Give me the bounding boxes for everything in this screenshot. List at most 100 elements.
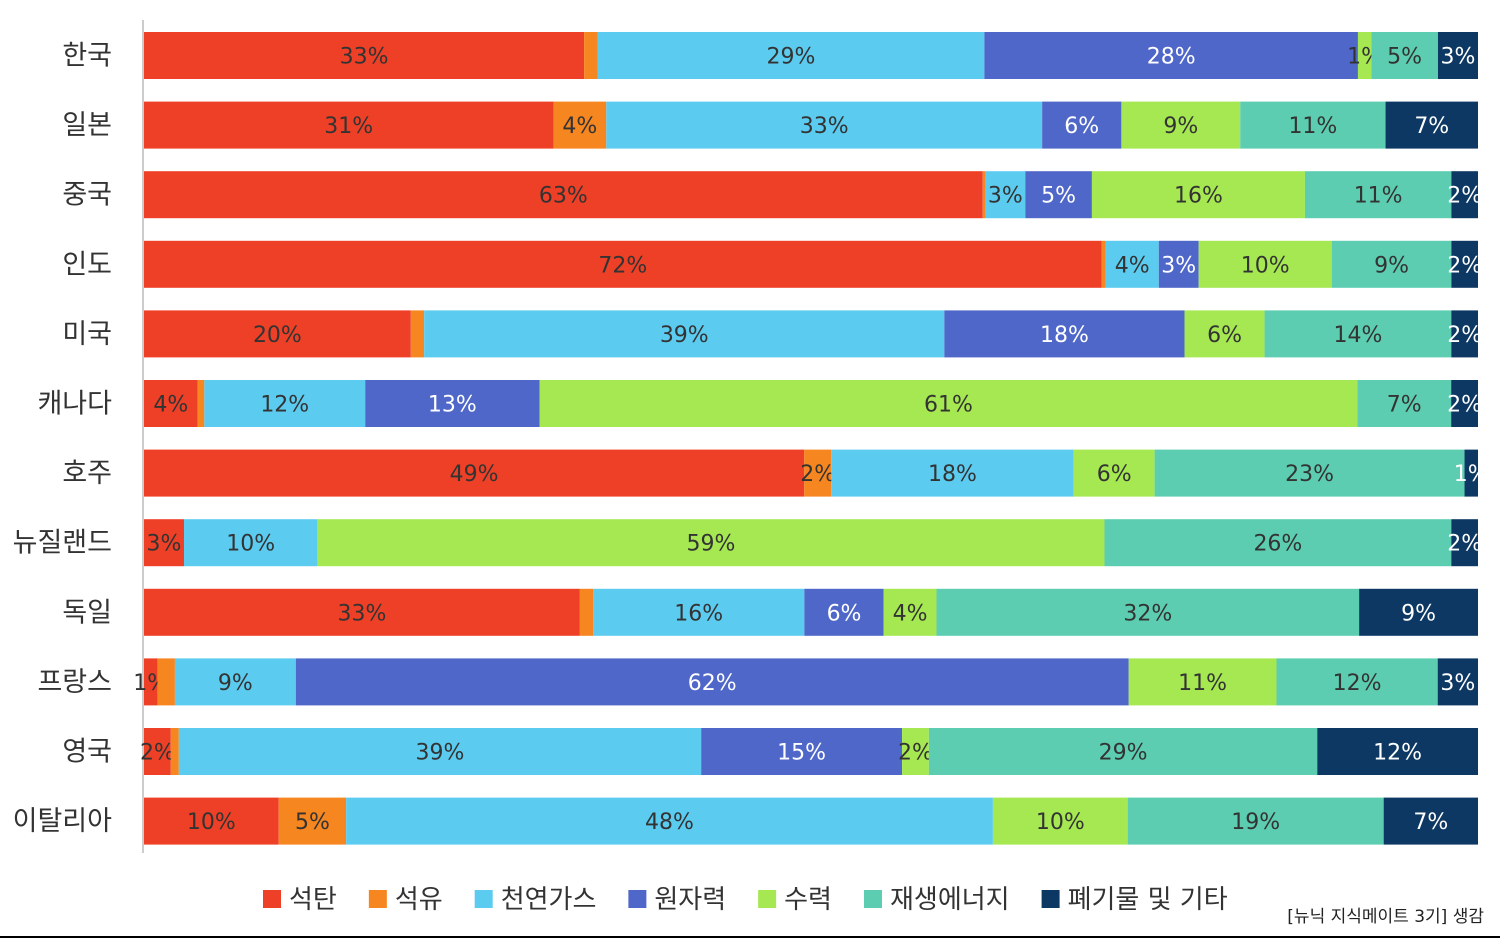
data-label: 6% bbox=[1207, 323, 1242, 348]
bar-segment bbox=[424, 310, 945, 358]
bar-segment bbox=[804, 449, 832, 497]
bar-segment bbox=[1184, 310, 1265, 358]
bar-segment bbox=[553, 101, 607, 149]
data-label: 2% bbox=[140, 741, 175, 766]
legend-swatch bbox=[474, 890, 493, 908]
bar-segment bbox=[985, 171, 1026, 219]
bar-segment bbox=[1331, 240, 1452, 288]
bar-segment bbox=[804, 588, 884, 636]
legend-entry: 원자력 bbox=[654, 885, 726, 915]
legend-entry: 수력 bbox=[784, 885, 832, 915]
category-label: 중국 bbox=[62, 180, 112, 211]
data-label: 3% bbox=[1440, 671, 1475, 696]
data-label: 7% bbox=[1414, 114, 1449, 139]
category-label: 호주 bbox=[62, 458, 112, 489]
bar-segment bbox=[1073, 449, 1155, 497]
legend-swatch bbox=[758, 890, 777, 908]
bar-segment bbox=[144, 240, 1102, 288]
data-label: 6% bbox=[827, 601, 862, 626]
data-label: 6% bbox=[1097, 462, 1132, 487]
data-label: 2% bbox=[1447, 253, 1482, 278]
bar-segment bbox=[928, 728, 1318, 775]
data-label: 39% bbox=[416, 741, 465, 766]
bar-segment bbox=[157, 658, 175, 706]
data-label: 9% bbox=[1374, 253, 1409, 278]
data-label: 3% bbox=[1161, 253, 1196, 278]
data-label: 61% bbox=[924, 393, 973, 418]
data-label: 12% bbox=[1373, 741, 1422, 766]
bar-segment bbox=[144, 380, 198, 427]
bar-segment bbox=[944, 310, 1185, 358]
bar-segment bbox=[1240, 101, 1386, 149]
bar-segment bbox=[144, 449, 805, 497]
bar-segment bbox=[701, 728, 903, 775]
data-label: 18% bbox=[1040, 323, 1089, 348]
bar-segment bbox=[1198, 240, 1332, 288]
bar-segment bbox=[144, 310, 411, 358]
bar-segment bbox=[178, 728, 702, 775]
bar-segment bbox=[579, 588, 594, 636]
legend-entry: 천연가스 bbox=[501, 885, 597, 915]
bar-segment bbox=[1359, 588, 1478, 636]
bar-segment bbox=[170, 728, 179, 775]
data-label: 5% bbox=[1041, 184, 1076, 209]
bar-segment bbox=[982, 171, 986, 219]
bar-segment bbox=[1357, 380, 1452, 427]
bar-segment bbox=[606, 101, 1043, 149]
bar-segment bbox=[1451, 380, 1478, 427]
data-label: 2% bbox=[1447, 393, 1482, 418]
bar-segment bbox=[1317, 728, 1478, 775]
bar-segment bbox=[984, 32, 1358, 79]
data-label: 13% bbox=[428, 393, 477, 418]
category-label: 캐나다 bbox=[37, 389, 112, 420]
category-label: 인도 bbox=[62, 249, 112, 280]
bar-segment bbox=[278, 797, 347, 845]
bar-segment bbox=[144, 797, 279, 845]
bar-segment bbox=[1104, 519, 1452, 567]
bar-segment bbox=[1383, 797, 1478, 845]
bar-segment bbox=[902, 728, 929, 775]
bar-segment bbox=[1464, 449, 1478, 497]
bar-segment bbox=[346, 797, 993, 845]
bar-segment bbox=[1158, 240, 1199, 288]
data-label: 9% bbox=[1163, 114, 1198, 139]
bar-segment bbox=[144, 32, 585, 79]
data-label: 10% bbox=[226, 532, 275, 557]
category-label: 일본 bbox=[62, 110, 112, 141]
data-label: 62% bbox=[688, 671, 737, 696]
data-label: 33% bbox=[337, 601, 386, 626]
bar-segment bbox=[584, 32, 598, 79]
bar-segment bbox=[1025, 171, 1092, 219]
data-label: 4% bbox=[562, 114, 597, 139]
legend-entry: 폐기물 및 기타 bbox=[1068, 885, 1228, 915]
bar-segment bbox=[1437, 32, 1478, 79]
data-label: 16% bbox=[674, 601, 723, 626]
bar-segment bbox=[1154, 449, 1465, 497]
bar-segment bbox=[593, 588, 805, 636]
category-label: 프랑스 bbox=[37, 667, 112, 698]
data-label: 14% bbox=[1333, 323, 1382, 348]
data-label: 9% bbox=[1401, 601, 1436, 626]
data-label: 28% bbox=[1147, 45, 1196, 70]
bar-segment bbox=[1304, 171, 1452, 219]
bar-segment bbox=[144, 658, 158, 706]
bar-segment bbox=[144, 519, 185, 567]
data-label: 59% bbox=[686, 532, 735, 557]
bar-segment bbox=[1451, 240, 1478, 288]
data-label: 12% bbox=[1333, 671, 1382, 696]
data-label: 2% bbox=[800, 462, 835, 487]
legend-swatch bbox=[368, 890, 387, 908]
data-label: 12% bbox=[260, 393, 309, 418]
bar-segment bbox=[1371, 32, 1438, 79]
bar-segment bbox=[410, 310, 425, 358]
data-label: 29% bbox=[1099, 741, 1148, 766]
category-label: 뉴질랜드 bbox=[13, 528, 112, 559]
data-label: 49% bbox=[450, 462, 499, 487]
data-label: 19% bbox=[1231, 810, 1280, 835]
data-label: 16% bbox=[1174, 184, 1223, 209]
category-label: 미국 bbox=[62, 319, 112, 350]
bar-segment bbox=[144, 588, 580, 636]
data-label: 29% bbox=[767, 45, 816, 70]
bar-segment bbox=[317, 519, 1105, 567]
